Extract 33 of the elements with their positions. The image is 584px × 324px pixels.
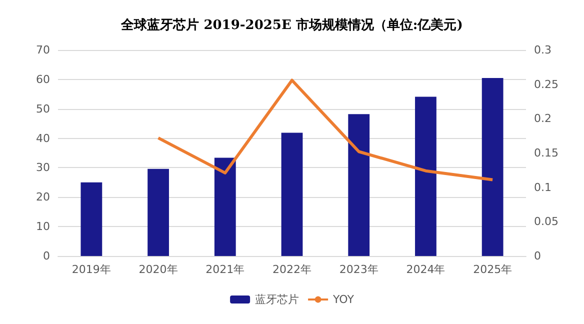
x-tick-label: 2024年: [406, 263, 446, 276]
bar: [482, 78, 504, 256]
y-tick-label: 10: [36, 220, 50, 234]
legend-label: YOY: [332, 293, 354, 306]
y-tick-label: 30: [36, 161, 50, 174]
y-tick-label: 20: [36, 190, 50, 204]
y-tick-label: 50: [36, 102, 50, 116]
x-tick-label: 2019年: [72, 263, 111, 276]
line-series: [156, 78, 494, 182]
bar: [348, 114, 370, 256]
y2-tick-label: 0.1: [534, 180, 552, 194]
bar: [415, 96, 436, 256]
y2-tick-label: 0: [534, 250, 541, 262]
y2-tick-label: 0.3: [534, 44, 552, 56]
y2-tick-label: 0.25: [534, 78, 558, 91]
bar: [80, 182, 102, 256]
y-tick-label: 0: [43, 250, 50, 262]
bar: [214, 158, 236, 256]
y2-tick-label: 0.2: [534, 112, 552, 126]
x-tick-label: 2020年: [138, 263, 178, 276]
y2-tick-label: 0.15: [534, 146, 558, 160]
x-tick-label: 2023年: [339, 263, 378, 276]
x-tick-label: 2022年: [272, 263, 312, 276]
y-tick-label: 40: [36, 132, 50, 145]
chart-title: 全球蓝牙芯片 2019-2025E 市场规模情况（单位:亿美元): [120, 17, 463, 33]
x-tick-label: 2025年: [473, 263, 512, 276]
x-tick-label: 2021年: [206, 263, 245, 276]
bar: [281, 132, 303, 256]
bar: [148, 168, 169, 256]
y-tick-label: 70: [36, 44, 50, 56]
legend-label: 蓝牙芯片: [255, 293, 300, 306]
y-tick-label: 60: [36, 72, 50, 86]
y2-tick-label: 0.05: [534, 215, 558, 228]
